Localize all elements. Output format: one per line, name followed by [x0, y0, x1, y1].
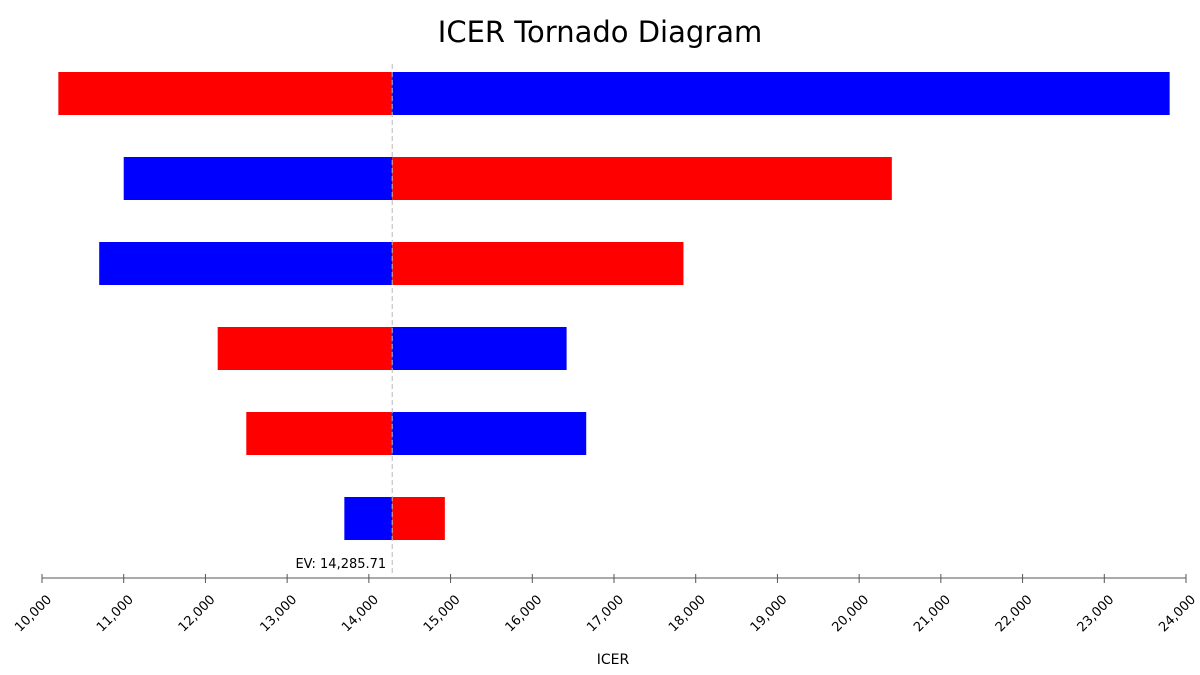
bar-4-low [217, 327, 393, 370]
x-tick-label: 10,000 [12, 592, 55, 635]
x-tick-label: 12,000 [176, 592, 219, 635]
x-tick-label: 15,000 [421, 592, 464, 635]
bar-1-low [58, 72, 393, 115]
x-tick-label: 21,000 [911, 592, 954, 635]
x-tick-label: 22,000 [993, 592, 1036, 635]
bar-5-high [392, 412, 587, 455]
bar-2-high [392, 157, 892, 200]
x-tick-label: 13,000 [257, 592, 300, 635]
bar-3-high [392, 242, 684, 285]
x-tick-label: 23,000 [1075, 592, 1118, 635]
bar-2-low [123, 157, 393, 200]
bar-5-low [246, 412, 393, 455]
x-tick-label: 18,000 [666, 592, 709, 635]
bar-4-high [392, 327, 567, 370]
x-tick-label: 20,000 [829, 592, 872, 635]
x-tick-label: 24,000 [1156, 592, 1199, 635]
bars-layer [58, 72, 1170, 540]
x-tick-label: 11,000 [94, 592, 137, 635]
ev-label: EV: 14,285.71 [295, 557, 386, 572]
x-axis-label: ICER [597, 652, 630, 668]
x-tick-label: 14,000 [339, 592, 382, 635]
bar-6-high [392, 497, 445, 540]
chart-title: ICER Tornado Diagram [438, 15, 762, 49]
x-tick-label: 19,000 [748, 592, 791, 635]
bar-6-low [344, 497, 393, 540]
bar-3-low [99, 242, 393, 285]
x-tick-label: 16,000 [503, 592, 546, 635]
bar-1-high [392, 72, 1170, 115]
x-axis: 10,000 11,000 12,000 13,000 14,000 15,000 16,0… [12, 574, 1199, 635]
x-tick-label: 17,000 [584, 592, 627, 635]
